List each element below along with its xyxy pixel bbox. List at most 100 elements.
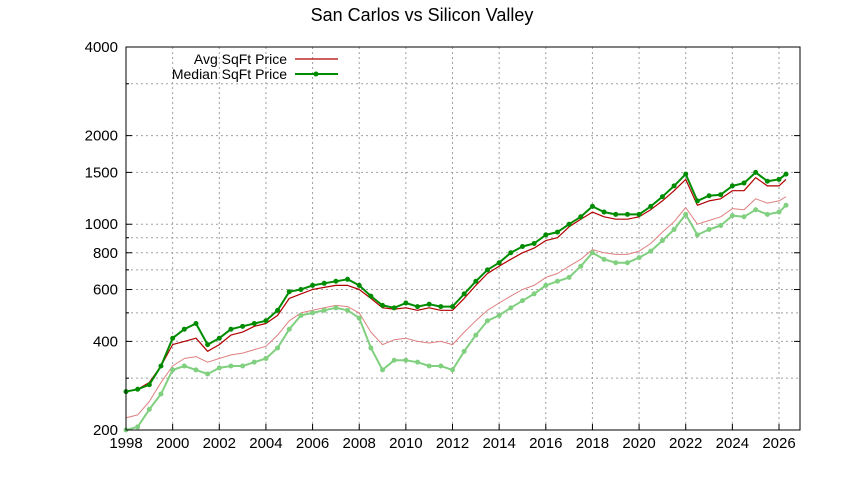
data-point (671, 183, 677, 189)
data-point (193, 367, 199, 373)
data-point (519, 244, 525, 250)
data-point (450, 367, 456, 373)
data-point (333, 278, 339, 284)
data-point (741, 214, 747, 220)
x-tick-label: 2020 (622, 435, 655, 452)
data-point (251, 321, 257, 327)
data-point (636, 211, 642, 217)
data-point (403, 357, 409, 363)
data-series (123, 169, 789, 433)
data-point (543, 282, 549, 288)
data-point (345, 276, 351, 282)
data-point (783, 171, 789, 177)
x-tick-label: 2014 (482, 435, 515, 452)
data-point (146, 406, 152, 412)
x-tick-label: 2002 (203, 435, 236, 452)
data-point (205, 371, 211, 377)
data-point (543, 232, 549, 238)
data-point (776, 209, 782, 215)
data-point (193, 321, 199, 327)
data-point (135, 386, 141, 392)
data-point (403, 300, 409, 306)
data-point (613, 260, 619, 266)
data-point (648, 248, 654, 254)
data-point (659, 194, 665, 200)
data-point (718, 192, 724, 198)
data-point (473, 278, 479, 284)
data-point (356, 315, 362, 321)
x-tick-label: 2018 (576, 435, 609, 452)
data-point (741, 180, 747, 186)
data-point (146, 382, 152, 388)
y-tick-label: 2000 (85, 128, 118, 145)
data-point (613, 211, 619, 217)
data-point (753, 207, 759, 213)
data-point (683, 211, 689, 217)
data-point (228, 363, 234, 369)
data-point (321, 307, 327, 313)
legend-swatch-marker (313, 71, 319, 77)
x-tick-label: 2022 (669, 435, 702, 452)
data-point (345, 307, 351, 313)
data-point (589, 250, 595, 256)
data-point (578, 263, 584, 269)
data-point (601, 209, 607, 215)
data-point (461, 291, 467, 297)
series-dark-red-line (125, 177, 787, 393)
data-point (438, 363, 444, 369)
x-tick-label: 2026 (762, 435, 795, 452)
data-point (783, 202, 789, 208)
data-point (275, 307, 281, 313)
data-point (391, 305, 397, 311)
data-point (216, 365, 222, 371)
data-point (251, 359, 257, 365)
data-point (508, 305, 514, 311)
y-tick-label: 600 (93, 282, 118, 299)
data-point (636, 255, 642, 261)
data-point (519, 298, 525, 304)
data-point (240, 323, 246, 329)
data-point (228, 326, 234, 332)
data-point (531, 241, 537, 247)
series-light-green-line-markers (123, 202, 789, 433)
data-point (170, 335, 176, 341)
data-point (718, 223, 724, 229)
y-tick-label: 400 (93, 333, 118, 350)
data-point (321, 280, 327, 286)
data-point (426, 363, 432, 369)
legend-label: Avg SqFt Price (194, 51, 287, 67)
data-point (286, 326, 292, 332)
data-point (181, 326, 187, 332)
grid-lines (126, 47, 800, 430)
y-tick-label: 4000 (85, 39, 118, 56)
data-point (753, 169, 759, 175)
y-tick-label: 1500 (85, 164, 118, 181)
x-tick-label: 2006 (296, 435, 329, 452)
data-point (158, 363, 164, 369)
data-point (683, 171, 689, 177)
data-point (380, 302, 386, 308)
x-tick-label: 2000 (156, 435, 189, 452)
data-point (135, 424, 141, 430)
legend-label: Median SqFt Price (172, 66, 287, 82)
data-point (624, 211, 630, 217)
data-point (473, 332, 479, 338)
x-tick-label: 2016 (529, 435, 562, 452)
data-point (566, 274, 572, 280)
data-point (415, 304, 421, 310)
data-point (531, 291, 537, 297)
data-point (706, 193, 712, 199)
series-light-red-line (125, 196, 787, 419)
data-point (181, 363, 187, 369)
chart-title: San Carlos vs Silicon Valley (311, 5, 534, 25)
plot-frame (125, 46, 801, 431)
data-point (426, 301, 432, 307)
data-point (706, 226, 712, 232)
y-tick-label: 200 (93, 422, 118, 439)
data-point (729, 213, 735, 219)
data-point (310, 282, 316, 288)
y-tick-label: 1000 (85, 216, 118, 233)
x-tick-label: 1998 (109, 435, 142, 452)
